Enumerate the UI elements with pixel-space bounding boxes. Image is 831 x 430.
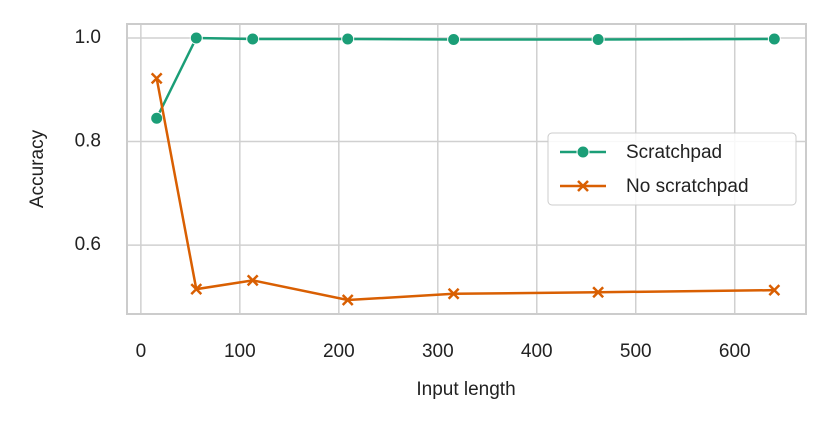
marker [190,283,203,296]
y-tick-label: 0.6 [75,234,101,255]
marker [341,294,354,306]
x-tick-label: 600 [719,341,751,362]
legend-marker [577,180,589,192]
x-tick-label: 300 [422,341,454,362]
x-tick-label: 500 [620,341,652,362]
legend-label: Scratchpad [626,142,722,163]
x-axis-label: Input length [416,379,515,400]
x-tick-label: 200 [323,341,355,362]
marker [767,32,781,46]
marker [246,274,259,287]
marker [591,33,605,47]
line [155,36,775,119]
x-tick-label: 400 [521,341,553,362]
y-axis-label: Accuracy [27,129,48,208]
marker [150,72,163,85]
legend-box [547,132,797,206]
x-tick-label: 0 [136,341,147,362]
marker [189,31,203,45]
marker [447,33,461,47]
y-tick-label: 0.8 [75,131,101,152]
x-tick-label: 100 [224,341,256,362]
legend-label: No scratchpad [626,176,749,197]
marker [341,32,355,46]
marker [447,287,460,300]
legend-marker [576,145,590,159]
plot-frame [126,23,807,315]
marker [768,284,781,297]
marker [592,286,605,299]
marker [246,32,260,46]
marker [150,111,164,125]
y-tick-label: 1.0 [75,27,101,48]
